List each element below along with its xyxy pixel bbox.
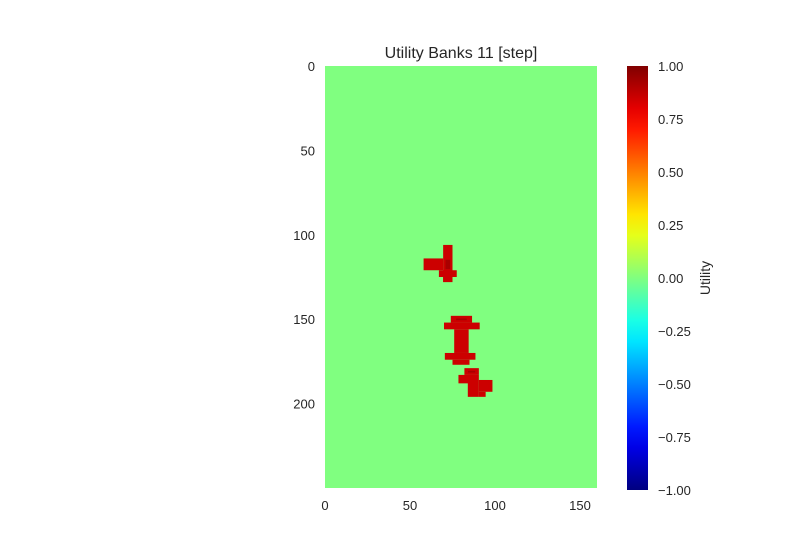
heatmap-cell-block — [478, 391, 486, 397]
x-tick-label: 0 — [321, 498, 328, 513]
heatmap-cell-block — [444, 322, 480, 330]
y-tick-label: 200 — [293, 397, 315, 412]
heatmap-cell-block — [467, 374, 479, 397]
colorbar-tick-label: −0.50 — [658, 377, 691, 392]
heatmap-cell-block — [438, 270, 457, 277]
chart-title: Utility Banks 11 [step] — [385, 45, 538, 62]
colorbar-tick-label: −1.00 — [658, 483, 691, 498]
y-tick-label: 50 — [301, 143, 315, 158]
heatmap-cell-block — [452, 359, 470, 365]
y-tick-label: 100 — [293, 228, 315, 243]
y-tick-label: 0 — [308, 59, 315, 74]
heatmap-cell-block — [423, 258, 444, 271]
x-tick-label: 100 — [484, 498, 506, 513]
heatmap-cell-block — [454, 329, 469, 353]
heatmap-feature-arrow-up-right — [458, 368, 493, 397]
colorbar-ticks: 1.00 0.75 0.50 0.25 0.00 −0.25 −0.50 −0.75 −1.00 — [658, 59, 691, 498]
colorbar-tick-label: 0.00 — [658, 271, 683, 286]
colorbar-tick-label: 0.25 — [658, 218, 683, 233]
heatmap-plot-area — [325, 66, 597, 488]
heatmap-cell-block — [443, 277, 453, 283]
colorbar-tick-label: −0.25 — [658, 324, 691, 339]
x-axis-ticks: 0 50 100 150 — [321, 498, 590, 513]
x-tick-label: 150 — [569, 498, 591, 513]
colorbar-tick-label: 0.50 — [658, 165, 683, 180]
heatmap-cell-block — [444, 352, 476, 360]
colorbar: 1.00 0.75 0.50 0.25 0.00 −0.25 −0.50 −0.75 −1.00… — [627, 59, 713, 498]
heatmap-peak-block — [456, 318, 467, 321]
colorbar-tick-label: −0.75 — [658, 430, 691, 445]
heatmap-features — [423, 244, 493, 397]
y-tick-label: 150 — [293, 312, 315, 327]
heatmap-feature-arrow-left-down — [423, 244, 457, 283]
heatmap-cell-block — [478, 379, 493, 392]
heatmap-cell-block — [458, 374, 476, 384]
colorbar-label: Utility — [697, 261, 713, 295]
y-axis-ticks: 0 50 100 150 200 — [293, 59, 315, 412]
heatmap-background — [325, 66, 597, 488]
x-tick-label: 50 — [403, 498, 417, 513]
colorbar-gradient — [627, 66, 648, 490]
heatmap-peak-block — [445, 259, 451, 270]
heatmap-feature-arrow-up-down — [444, 315, 480, 365]
colorbar-tick-label: 0.75 — [658, 112, 683, 127]
heatmap-peak-block — [468, 370, 476, 373]
colorbar-tick-label: 1.00 — [658, 59, 683, 74]
